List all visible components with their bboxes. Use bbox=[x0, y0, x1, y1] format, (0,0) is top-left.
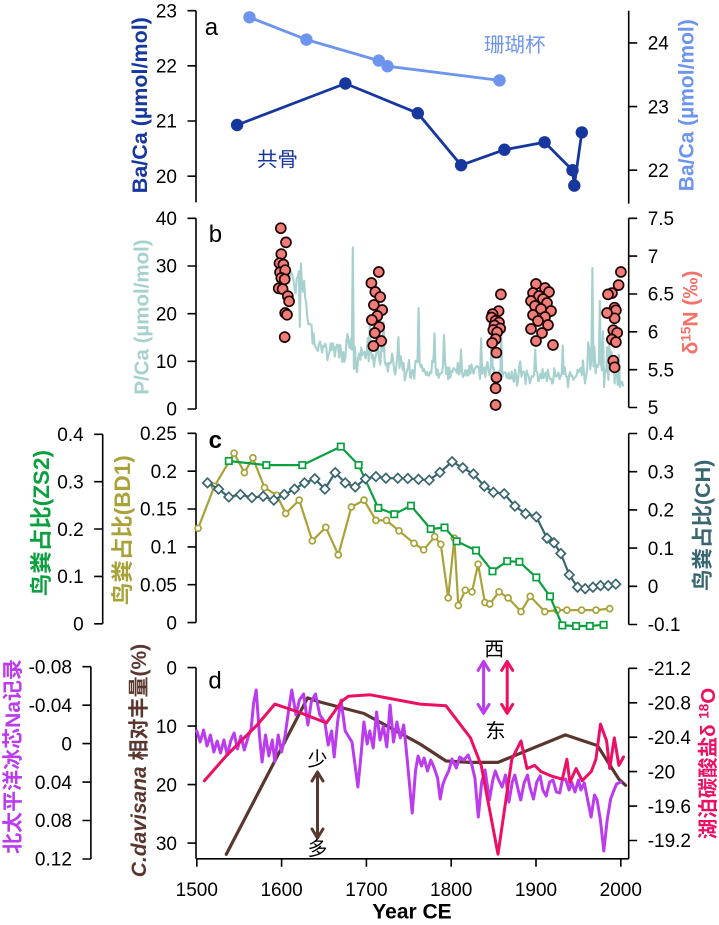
svg-text:-20.8: -20.8 bbox=[648, 694, 691, 715]
svg-text:0.2: 0.2 bbox=[151, 462, 177, 483]
svg-text:δ: δ bbox=[697, 724, 719, 736]
svg-text:-0.04: -0.04 bbox=[29, 696, 73, 717]
svg-text:0.4: 0.4 bbox=[648, 424, 675, 445]
svg-text:0.12: 0.12 bbox=[35, 850, 72, 871]
svg-text:0: 0 bbox=[166, 658, 177, 679]
svg-text:6.5: 6.5 bbox=[648, 285, 674, 306]
svg-text:0.1: 0.1 bbox=[648, 539, 674, 560]
svg-text:P/Ca (µmol/mol): P/Ca (µmol/mol) bbox=[130, 239, 153, 394]
svg-text:a: a bbox=[205, 14, 219, 41]
svg-text:5.5: 5.5 bbox=[648, 360, 674, 381]
svg-text:N (‰): N (‰) bbox=[680, 271, 703, 327]
svg-text:δ: δ bbox=[680, 342, 703, 355]
svg-text:0.15: 0.15 bbox=[140, 500, 177, 521]
svg-text:0.2: 0.2 bbox=[648, 501, 674, 522]
svg-text:c: c bbox=[209, 427, 222, 454]
svg-text:15: 15 bbox=[679, 326, 694, 342]
svg-text:0.2: 0.2 bbox=[57, 520, 83, 541]
svg-text:23: 23 bbox=[156, 1, 177, 22]
svg-text:O: O bbox=[697, 688, 719, 704]
svg-text:Ba/Ca (µmol/mol): Ba/Ca (µmol/mol) bbox=[128, 17, 152, 193]
svg-text:(BD1): (BD1) bbox=[110, 455, 135, 515]
svg-text:1600: 1600 bbox=[260, 880, 302, 901]
svg-text:0: 0 bbox=[166, 400, 177, 421]
svg-text:0.08: 0.08 bbox=[35, 811, 72, 832]
svg-text:1800: 1800 bbox=[430, 880, 472, 901]
svg-text:22: 22 bbox=[648, 161, 669, 182]
svg-text:30: 30 bbox=[156, 257, 177, 278]
svg-text:6: 6 bbox=[648, 323, 659, 344]
svg-text:-19.6: -19.6 bbox=[648, 797, 691, 818]
svg-text:0.1: 0.1 bbox=[151, 538, 177, 559]
svg-text:0.04: 0.04 bbox=[35, 773, 72, 794]
svg-text:(ZS2): (ZS2) bbox=[29, 450, 54, 506]
svg-text:18: 18 bbox=[696, 703, 711, 719]
svg-text:10: 10 bbox=[156, 717, 177, 738]
svg-text:20: 20 bbox=[156, 167, 177, 188]
svg-text:-19.2: -19.2 bbox=[648, 831, 691, 852]
svg-text:0.3: 0.3 bbox=[57, 472, 83, 493]
svg-text:0.3: 0.3 bbox=[648, 462, 674, 483]
svg-text:7: 7 bbox=[648, 247, 659, 268]
svg-text:0: 0 bbox=[61, 734, 72, 755]
svg-text:-0.1: -0.1 bbox=[648, 615, 681, 636]
svg-text:23: 23 bbox=[648, 97, 669, 118]
svg-text:20: 20 bbox=[156, 775, 177, 796]
svg-text:-0.08: -0.08 bbox=[29, 657, 72, 678]
svg-text:0.25: 0.25 bbox=[140, 424, 177, 445]
svg-text:2000: 2000 bbox=[600, 880, 642, 901]
svg-text:1500: 1500 bbox=[176, 880, 218, 901]
svg-text:40: 40 bbox=[156, 209, 177, 230]
svg-text:(%): (%) bbox=[128, 644, 151, 677]
svg-text:0.1: 0.1 bbox=[57, 567, 83, 588]
svg-text:Year CE: Year CE bbox=[372, 901, 451, 924]
svg-text:22: 22 bbox=[156, 57, 177, 78]
svg-text:5: 5 bbox=[648, 398, 659, 419]
svg-text:Na: Na bbox=[2, 701, 25, 728]
svg-text:1700: 1700 bbox=[345, 880, 387, 901]
svg-text:0.4: 0.4 bbox=[57, 425, 84, 446]
svg-text:24: 24 bbox=[648, 34, 670, 55]
svg-text:-21.2: -21.2 bbox=[648, 659, 691, 680]
svg-text:C.davisana: C.davisana bbox=[128, 766, 151, 877]
svg-text:21: 21 bbox=[156, 112, 177, 133]
svg-text:7.5: 7.5 bbox=[648, 209, 674, 230]
svg-text:b: b bbox=[209, 221, 222, 248]
svg-text:Ba/Ca (µmol/mol): Ba/Ca (µmol/mol) bbox=[675, 19, 698, 191]
svg-text:1900: 1900 bbox=[515, 880, 557, 901]
svg-text:20: 20 bbox=[156, 304, 177, 325]
svg-text:0.05: 0.05 bbox=[140, 575, 177, 596]
svg-text:10: 10 bbox=[156, 352, 177, 373]
svg-text:(CH): (CH) bbox=[691, 460, 715, 505]
svg-text:0: 0 bbox=[648, 577, 659, 598]
svg-text:-20.4: -20.4 bbox=[648, 728, 692, 749]
svg-text:30: 30 bbox=[156, 834, 177, 855]
svg-text:0: 0 bbox=[73, 615, 84, 636]
svg-text:0: 0 bbox=[166, 613, 177, 634]
svg-text:-20: -20 bbox=[648, 762, 675, 783]
svg-text:d: d bbox=[208, 667, 221, 694]
